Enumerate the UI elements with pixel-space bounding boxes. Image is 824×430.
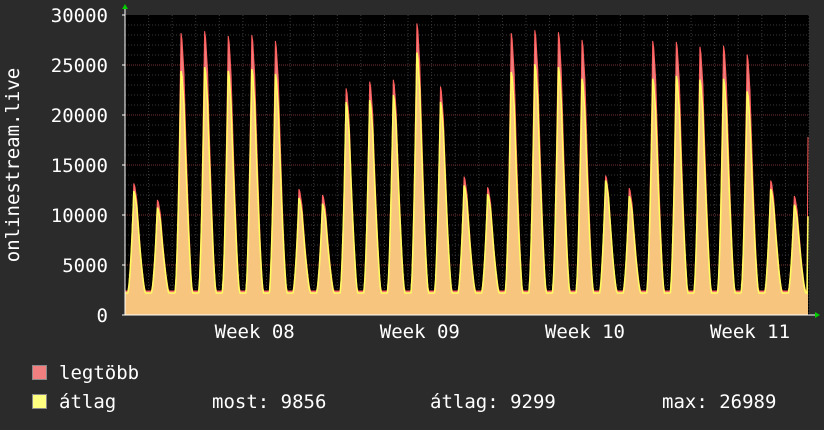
stat-maximum: max: 26989 xyxy=(662,391,777,413)
x-tick-label: Week 09 xyxy=(380,321,460,340)
x-tick-label: Week 11 xyxy=(710,321,790,340)
legend-label-atlag: átlag xyxy=(59,391,117,413)
series-atlag-line xyxy=(125,52,809,294)
stat-current: most: 9856 xyxy=(212,391,327,413)
x-tick-labels: Week 08 Week 09 Week 10 Week 11 xyxy=(215,321,790,340)
legend-label-legtobb: legtöbb xyxy=(59,362,140,384)
legend-swatch-atlag xyxy=(32,394,47,409)
axes xyxy=(122,4,820,318)
y-axis-label: onlinestream.live xyxy=(2,68,24,262)
y-tick-label: 30000 xyxy=(51,5,108,27)
legend-item-atlag: átlag most: 9856 átlag: 9299 max: 26989 xyxy=(32,391,812,413)
y-tick-label: 10000 xyxy=(51,205,108,227)
y-tick-label: 25000 xyxy=(51,55,108,77)
x-tick-label: Week 10 xyxy=(545,321,625,340)
legend-swatch-legtobb xyxy=(32,365,47,380)
x-axis-arrow-icon xyxy=(815,312,820,318)
y-axis-arrow-icon xyxy=(122,4,128,9)
y-tick-labels: 0 5000 10000 15000 20000 25000 30000 xyxy=(51,5,125,327)
legend-item-legtobb: legtöbb xyxy=(32,362,139,384)
y-tick-label: 15000 xyxy=(51,155,108,177)
y-tick-label: 0 xyxy=(97,305,108,327)
stat-average: átlag: 9299 xyxy=(430,391,556,413)
series-atlag-area xyxy=(125,52,808,315)
y-tick-label: 5000 xyxy=(62,255,108,277)
y-tick-label: 20000 xyxy=(51,105,108,127)
x-tick-label: Week 08 xyxy=(215,321,295,340)
